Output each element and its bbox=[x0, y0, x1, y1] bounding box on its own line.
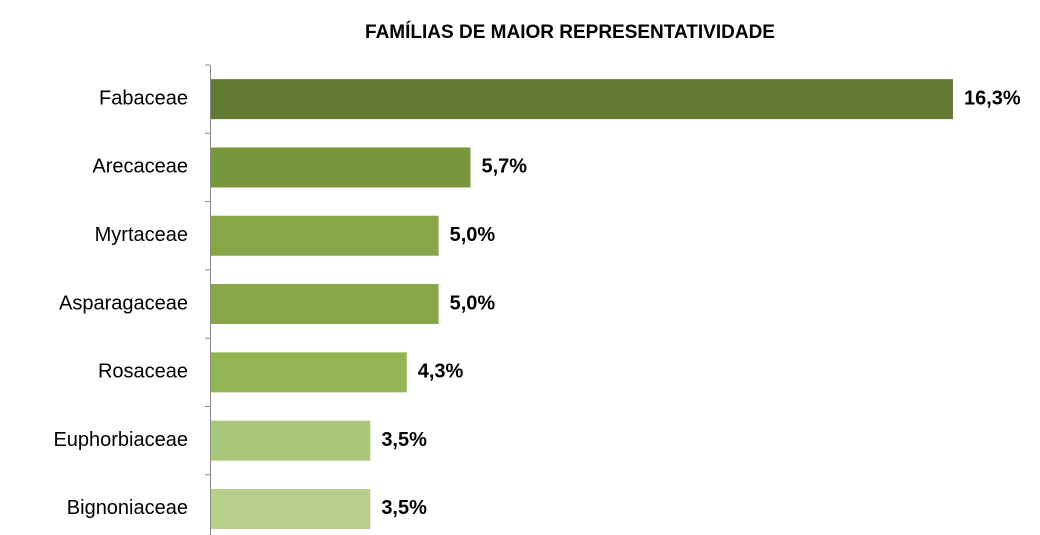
value-label: 5,7% bbox=[481, 156, 527, 178]
category-label: Euphorbiaceae bbox=[53, 429, 188, 451]
category-label: Asparagaceae bbox=[59, 292, 188, 314]
value-label: 4,3% bbox=[418, 361, 464, 383]
bar bbox=[211, 420, 371, 461]
chart-title: FAMÍLIAS DE MAIOR REPRESENTATIVIDADE bbox=[365, 21, 775, 43]
bar bbox=[211, 147, 471, 188]
bar bbox=[211, 352, 407, 393]
bar bbox=[211, 79, 953, 120]
value-label: 5,0% bbox=[450, 292, 496, 314]
bar bbox=[211, 488, 371, 529]
category-label: Rosaceae bbox=[98, 361, 188, 383]
category-label: Myrtaceae bbox=[95, 224, 188, 246]
value-label: 5,0% bbox=[450, 224, 496, 246]
category-label: Bignoniaceae bbox=[67, 497, 188, 519]
value-label: 3,5% bbox=[381, 497, 427, 519]
category-label: Arecaceae bbox=[92, 156, 188, 178]
value-label: 16,3% bbox=[964, 87, 1021, 109]
bar bbox=[211, 284, 439, 325]
bar bbox=[211, 215, 439, 256]
category-label: Fabaceae bbox=[99, 87, 188, 109]
value-label: 3,5% bbox=[381, 429, 427, 451]
